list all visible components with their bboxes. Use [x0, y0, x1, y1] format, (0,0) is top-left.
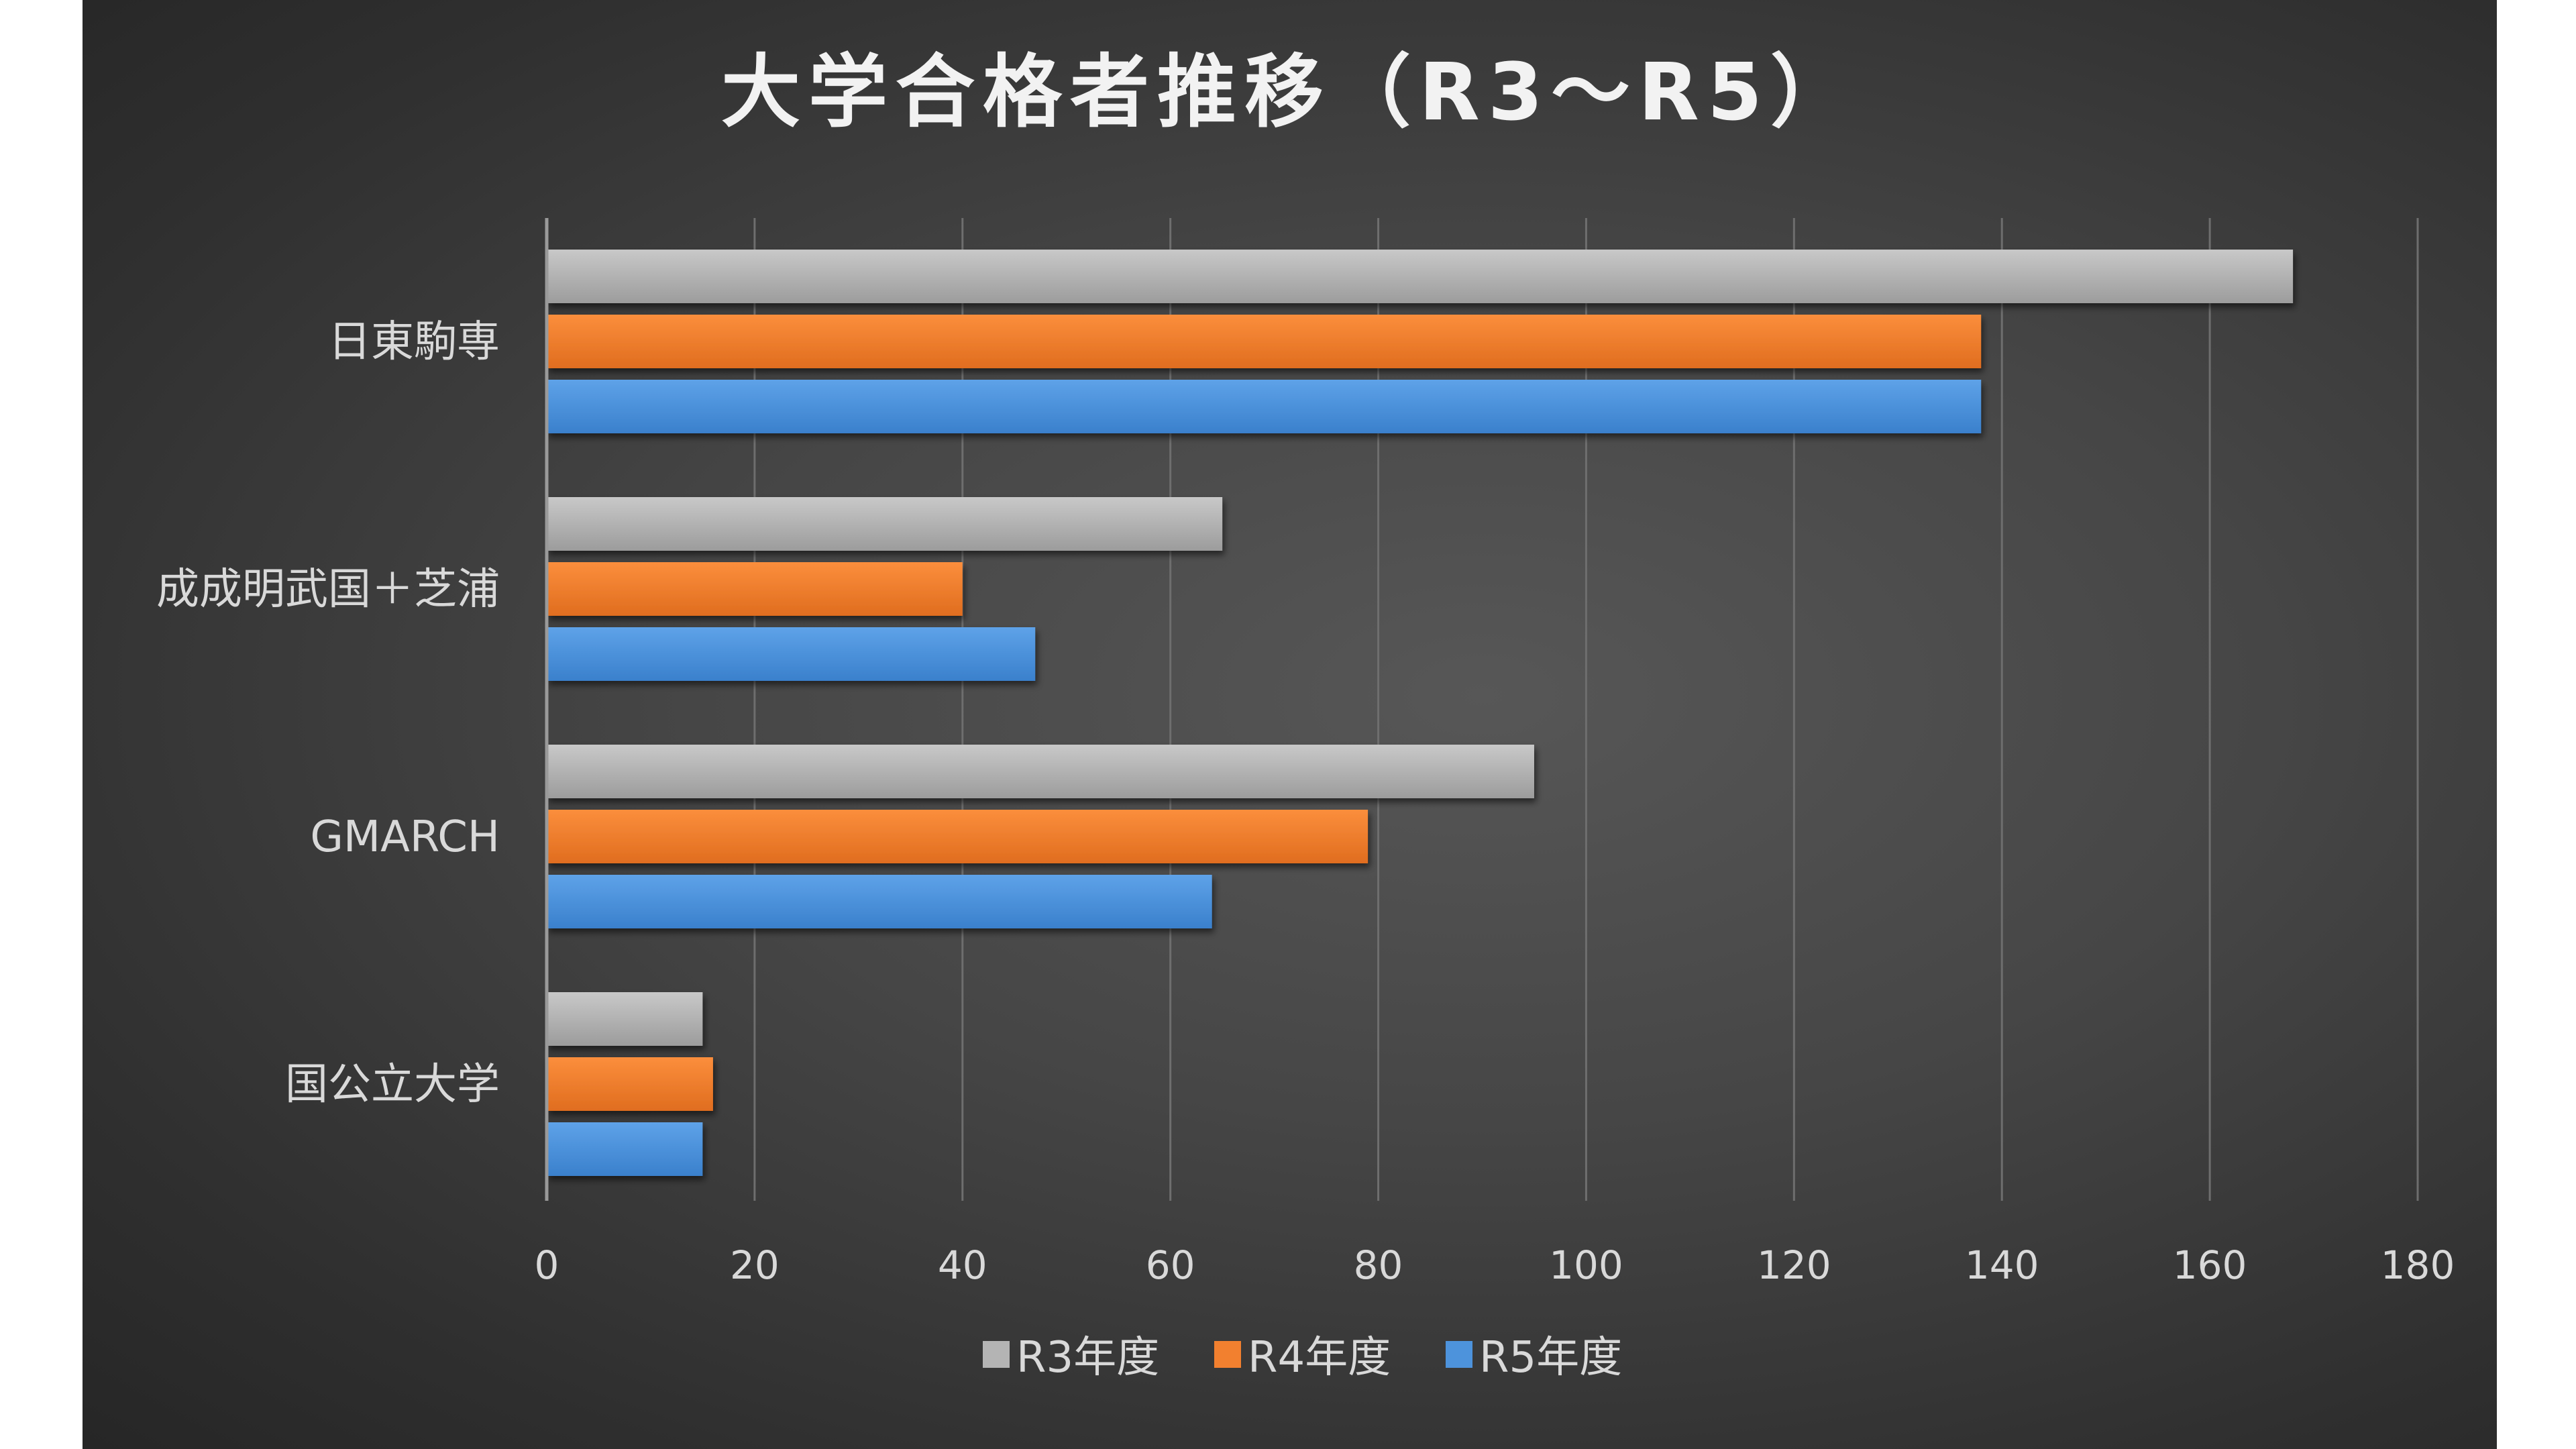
bar: [547, 250, 2294, 303]
bars: [547, 250, 2294, 1176]
bar: [547, 1057, 713, 1111]
bar: [547, 810, 1368, 863]
legend-label: R5年度: [1479, 1333, 1622, 1383]
chart-panel: [83, 0, 2497, 1449]
x-tick-label: 180: [2381, 1242, 2455, 1288]
bar: [547, 562, 963, 616]
x-tick-label: 80: [1354, 1242, 1403, 1288]
legend-swatch: [1446, 1341, 1472, 1368]
category-label: 成成明武国＋芝浦: [156, 565, 500, 614]
bar: [547, 745, 1534, 798]
x-tick-label: 0: [535, 1242, 559, 1288]
category-label: 国公立大学: [285, 1060, 500, 1110]
bar: [547, 992, 703, 1046]
legend: R3年度 R4年度 R5年度: [983, 1333, 1622, 1383]
category-label: 日東駒専: [328, 317, 500, 367]
category-label: GMARCH: [310, 812, 500, 862]
bar: [547, 1122, 703, 1176]
x-tick-label: 60: [1146, 1242, 1195, 1288]
x-tick-label: 40: [938, 1242, 987, 1288]
legend-label: R3年度: [1016, 1333, 1159, 1383]
bar: [547, 875, 1212, 928]
x-tick-label: 140: [1965, 1242, 2039, 1288]
bar: [547, 315, 1982, 368]
x-tick-label: 20: [730, 1242, 780, 1288]
legend-swatch: [1214, 1341, 1241, 1368]
x-tick-label: 160: [2173, 1242, 2247, 1288]
legend-label: R4年度: [1248, 1333, 1391, 1383]
x-tick-label: 120: [1757, 1242, 1831, 1288]
bar: [547, 497, 1223, 551]
chart-title: 大学合格者推移（R3～R5）: [721, 46, 1858, 138]
legend-swatch: [983, 1341, 1010, 1368]
bar: [547, 380, 1982, 433]
bar: [547, 627, 1036, 681]
x-tick-label: 100: [1549, 1242, 1623, 1288]
